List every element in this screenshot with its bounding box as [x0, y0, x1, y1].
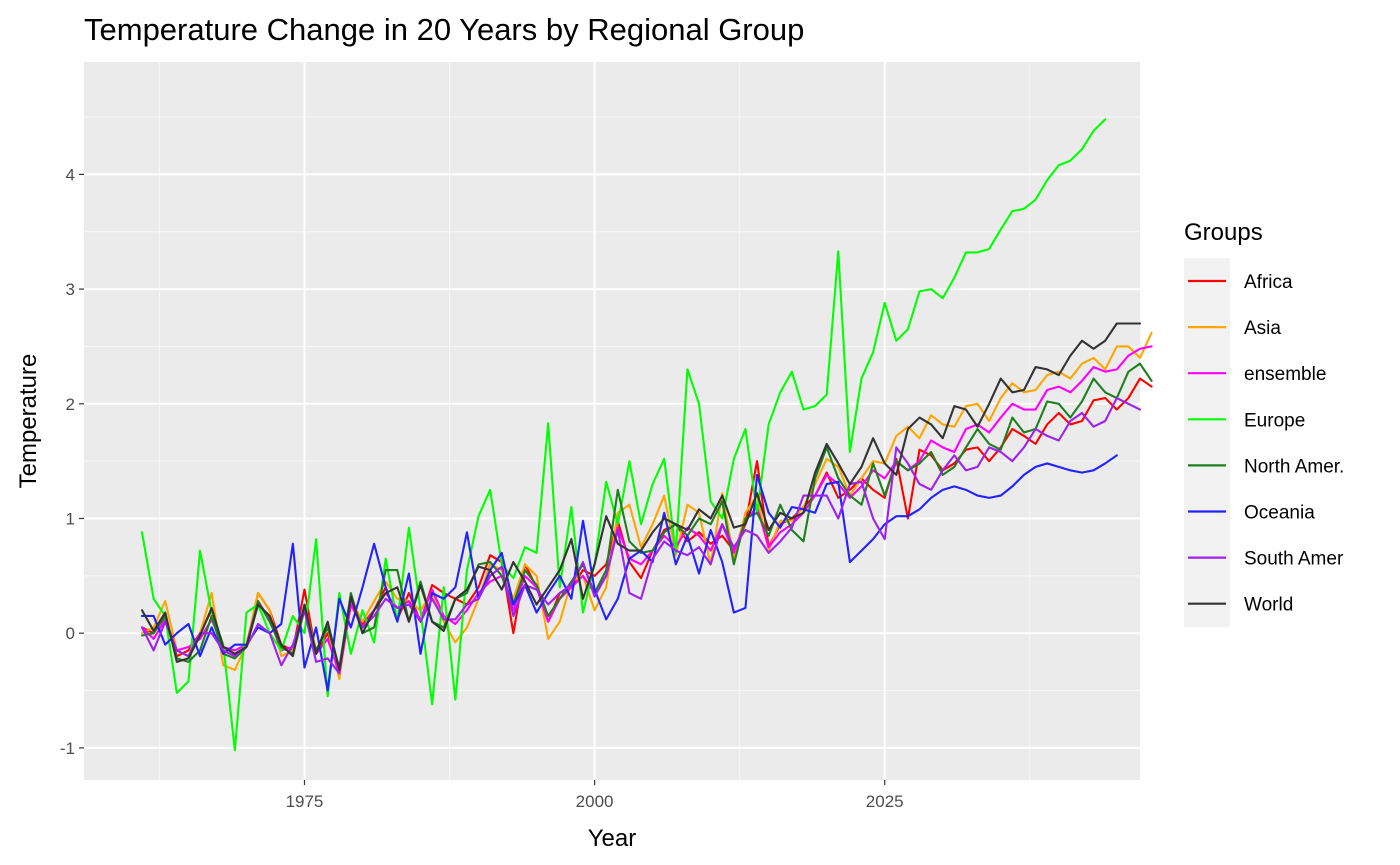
legend-label-asia: Asia: [1244, 318, 1281, 339]
series-line-south-amer: [140, 397, 1142, 675]
legend-items: Africa Asia ensemble Europe North Amer. Ocean…: [1188, 272, 1344, 616]
plot-panel: [84, 62, 1140, 780]
legend-label-europe: Europe: [1244, 410, 1305, 431]
chart-title: Temperature Change in 20 Years by Region…: [84, 12, 804, 47]
legend-title: Groups: [1184, 219, 1263, 246]
grid-minor: [84, 62, 1140, 780]
y-axis: -1 0 1 2 3 4: [60, 165, 84, 758]
x-axis: 1975 2000 2025: [286, 780, 904, 811]
series-lines: [140, 118, 1153, 752]
x-tick-label: 2000: [576, 792, 614, 811]
legend-label-oceania: Oceania: [1244, 503, 1315, 524]
legend-label-ensemble: ensemble: [1244, 364, 1326, 385]
y-tick-label: -1: [60, 739, 75, 758]
series-line-oceania: [140, 454, 1118, 692]
legend-label-south-amer: South Amer: [1244, 549, 1344, 570]
y-tick-label: 4: [66, 165, 75, 184]
y-tick-label: 3: [66, 280, 75, 299]
x-tick-label: 2025: [866, 792, 904, 811]
legend: Groups Africa Asia ensemble Europe North Ame…: [1184, 219, 1344, 627]
series-line-africa: [140, 377, 1153, 675]
y-axis-title: Temperature: [15, 354, 42, 489]
x-axis-title: Year: [588, 825, 637, 852]
legend-label-north-amer: North Amer.: [1244, 456, 1344, 477]
legend-label-world: World: [1244, 595, 1293, 616]
x-tick-label: 1975: [286, 792, 324, 811]
legend-label-africa: Africa: [1244, 272, 1293, 293]
series-line-europe: [140, 118, 1107, 752]
legend-key-background: [1184, 258, 1230, 627]
y-tick-label: 0: [66, 624, 75, 643]
y-tick-label: 2: [66, 395, 75, 414]
series-line-world: [140, 322, 1142, 671]
y-tick-label: 1: [66, 509, 75, 528]
